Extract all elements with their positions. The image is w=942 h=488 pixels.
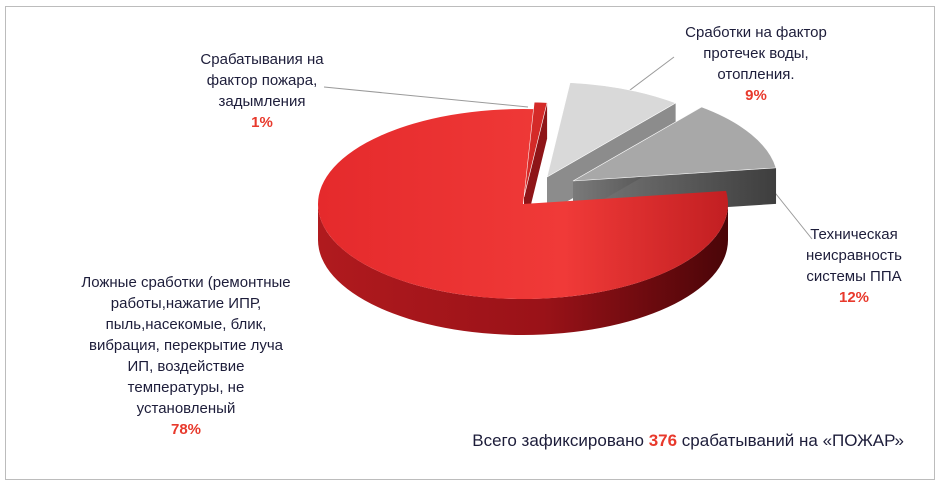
slice-4-side: [318, 204, 728, 335]
slice-label-line: системы ППА: [806, 268, 901, 285]
total-count: 376: [648, 431, 678, 450]
slice-label-line: Сработки на фактор: [685, 24, 827, 41]
slice-1: [523, 101, 548, 233]
slice-label-2: Сработки на фактор протечек воды, отоплени…: [685, 24, 827, 83]
slice-value-2: 9%: [745, 87, 767, 104]
slice-4: [318, 109, 729, 335]
slice-label-line: задымления: [219, 93, 306, 110]
slice-label-line: вибрация, перекрытие луча: [89, 337, 284, 354]
slice-value-1: 1%: [251, 114, 273, 131]
slice-value-3: 12%: [839, 289, 869, 306]
slice-label-4: Ложные сработки (ремонтные работы,нажатие…: [81, 274, 290, 417]
pie-chart: Срабатывания на фактор пожара, задымления 1…: [81, 24, 902, 438]
slice-labels: Срабатывания на фактор пожара, задымления 1…: [81, 24, 902, 438]
chart-frame: Срабатывания на фактор пожара, задымления 1…: [5, 6, 935, 480]
slice-label-line: неисравность: [806, 247, 902, 264]
slice-label-line: Техническая: [810, 226, 898, 243]
slice-label-line: Ложные сработки (ремонтные: [81, 274, 290, 291]
leader-line-1: [323, 86, 529, 108]
slice-2-top: [546, 82, 677, 178]
slice-3-top: [572, 106, 777, 182]
slice-value-4: 78%: [171, 421, 201, 438]
slice-4-top: [318, 109, 729, 299]
slice-1-top: [523, 101, 548, 198]
slice-label-line: Срабатывания на: [200, 51, 324, 68]
slice-label-line: пыль,насекомые, блик,: [106, 316, 267, 333]
slice-label-3: Техническая неисравность системы ППА: [806, 226, 902, 285]
slice-label-line: отопления.: [717, 66, 794, 83]
slice-label-line: фактор пожара,: [207, 72, 318, 89]
total-summary: Всего зафиксировано 376 срабатываний на …: [472, 431, 904, 451]
total-suffix: срабатываний на «ПОЖАР»: [677, 431, 904, 450]
pie-slices: [318, 82, 777, 335]
slice-label-line: протечек воды,: [703, 45, 808, 62]
slice-1-wall: [524, 102, 548, 233]
total-prefix: Всего зафиксировано: [472, 431, 649, 450]
slice-label-1: Срабатывания на фактор пожара, задымления: [200, 51, 324, 110]
slice-label-line: работы,нажатие ИПР,: [111, 295, 261, 312]
slice-label-line: ИП, воздействие: [128, 358, 245, 375]
slice-label-line: установленый: [137, 400, 236, 417]
slice-label-line: температуры, не: [128, 379, 245, 396]
